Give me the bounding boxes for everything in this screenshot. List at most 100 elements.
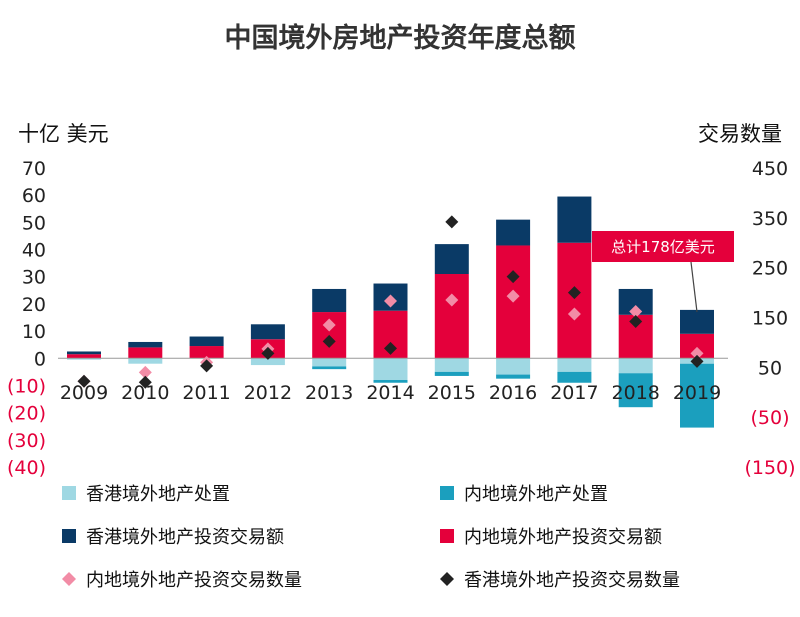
y-left-tick-label: 20 <box>22 294 46 316</box>
x-category-label: 2016 <box>489 382 537 404</box>
annotation-leader-line <box>690 261 698 313</box>
x-category-label: 2010 <box>121 382 169 404</box>
legend-label: 内地境外地产处置 <box>464 484 608 505</box>
marker-point <box>200 359 214 373</box>
markers <box>77 215 704 389</box>
marker-point <box>445 293 459 307</box>
y-right-tick-label: (150) <box>744 457 795 479</box>
marker-point <box>629 314 643 328</box>
bar-segment <box>434 274 469 359</box>
bar-segment <box>250 358 285 366</box>
y-right-tick-label: 50 <box>758 357 782 379</box>
marker-point <box>322 318 336 332</box>
bar-segment <box>67 358 101 360</box>
bar-segment <box>128 341 163 348</box>
marker-point <box>506 270 520 284</box>
marker-point <box>629 305 643 319</box>
bar-segment <box>680 309 714 334</box>
y-left-tick-label: (10) <box>7 375 46 397</box>
bar-segment <box>618 373 653 408</box>
y-left-tick-label: 0 <box>34 348 46 370</box>
y-right-tick-label: (50) <box>750 407 789 429</box>
x-category-label: 2019 <box>673 382 721 404</box>
y-left-axis: 70 60 50 40 30 20 10 0 (10) (20) (30) (40) <box>7 158 46 479</box>
x-axis-categories: 2009 2010 2011 2012 2013 2014 2015 2016 2017 2018… <box>60 382 721 404</box>
y-left-tick-label: (40) <box>7 457 46 479</box>
chart-title: 中国境外房地产投资年度总额 <box>225 22 576 54</box>
x-category-label: 2014 <box>366 382 414 404</box>
bar-segment <box>557 242 592 359</box>
legend-swatch <box>62 486 76 500</box>
y-right-unit-label: 交易数量 <box>698 122 782 146</box>
bar-segment <box>496 358 531 375</box>
legend-swatch <box>62 529 76 543</box>
bar-segment <box>496 219 531 246</box>
marker-point <box>567 307 581 321</box>
legend-label: 香港境外地产投资交易额 <box>86 527 284 548</box>
bar-segment <box>189 336 224 347</box>
legend-swatch <box>440 529 454 543</box>
y-left-tick-label: (30) <box>7 430 46 452</box>
legend-label: 香港境外地产投资交易数量 <box>464 570 680 591</box>
marker-point <box>567 286 581 300</box>
bar-segment <box>557 371 592 383</box>
marker-point <box>506 289 520 303</box>
y-right-axis: 450 350 250 150 50 (50) (150) <box>744 158 795 479</box>
marker-point <box>690 354 704 368</box>
legend-label: 内地境外地产投资交易数量 <box>86 570 302 591</box>
bar-segment <box>67 351 101 355</box>
x-category-label: 2012 <box>244 382 292 404</box>
x-category-label: 2018 <box>612 382 660 404</box>
marker-point <box>690 346 704 360</box>
legend-label: 香港境外地产处置 <box>86 484 230 505</box>
y-left-unit-label: 十亿 美元 <box>18 122 109 146</box>
bar-segment <box>434 244 469 275</box>
bar-segment <box>434 358 469 372</box>
y-left-tick-label: 30 <box>22 267 46 289</box>
bar-segment <box>373 380 408 383</box>
y-left-tick-label: 40 <box>22 240 46 262</box>
legend-swatch <box>440 486 454 500</box>
legend-swatch <box>440 572 454 586</box>
bar-segment <box>67 354 101 359</box>
bar-segment <box>250 324 285 340</box>
annotation-box <box>592 231 734 262</box>
marker-point <box>445 215 459 229</box>
bar-segment <box>496 374 531 379</box>
legend-label: 内地境外地产投资交易额 <box>464 527 662 548</box>
annotation-label: 总计178亿美元 <box>611 238 715 256</box>
y-right-tick-label: 150 <box>752 308 788 330</box>
y-left-tick-label: 10 <box>22 321 46 343</box>
legend-swatch <box>62 572 76 586</box>
bar-segment <box>680 363 714 428</box>
bar-segment <box>373 358 408 381</box>
marker-point <box>322 334 336 348</box>
marker-point <box>261 346 275 360</box>
bar-segment <box>312 358 347 367</box>
bar-segment <box>434 371 469 376</box>
x-category-label: 2017 <box>550 382 598 404</box>
bar-segment <box>312 366 347 370</box>
x-category-label: 2011 <box>182 382 230 404</box>
marker-point <box>77 374 91 388</box>
y-left-tick-label: 50 <box>22 212 46 234</box>
marker-point <box>384 341 397 355</box>
bar-segment <box>618 358 653 374</box>
y-right-tick-label: 350 <box>752 208 788 230</box>
x-category-label: 2009 <box>60 382 108 404</box>
marker-point <box>138 375 152 389</box>
y-left-tick-label: 60 <box>22 185 46 207</box>
x-category-label: 2013 <box>305 382 353 404</box>
marker-point <box>138 365 152 379</box>
y-right-tick-label: 450 <box>752 158 788 180</box>
bar-segment <box>189 346 224 359</box>
marker-point <box>384 294 397 308</box>
bar-segment <box>557 358 592 372</box>
y-left-tick-label: (20) <box>7 403 46 425</box>
x-category-label: 2015 <box>428 382 476 404</box>
y-left-tick-label: 70 <box>22 158 46 180</box>
bar-segment <box>557 196 592 243</box>
bar-segment <box>312 288 347 313</box>
